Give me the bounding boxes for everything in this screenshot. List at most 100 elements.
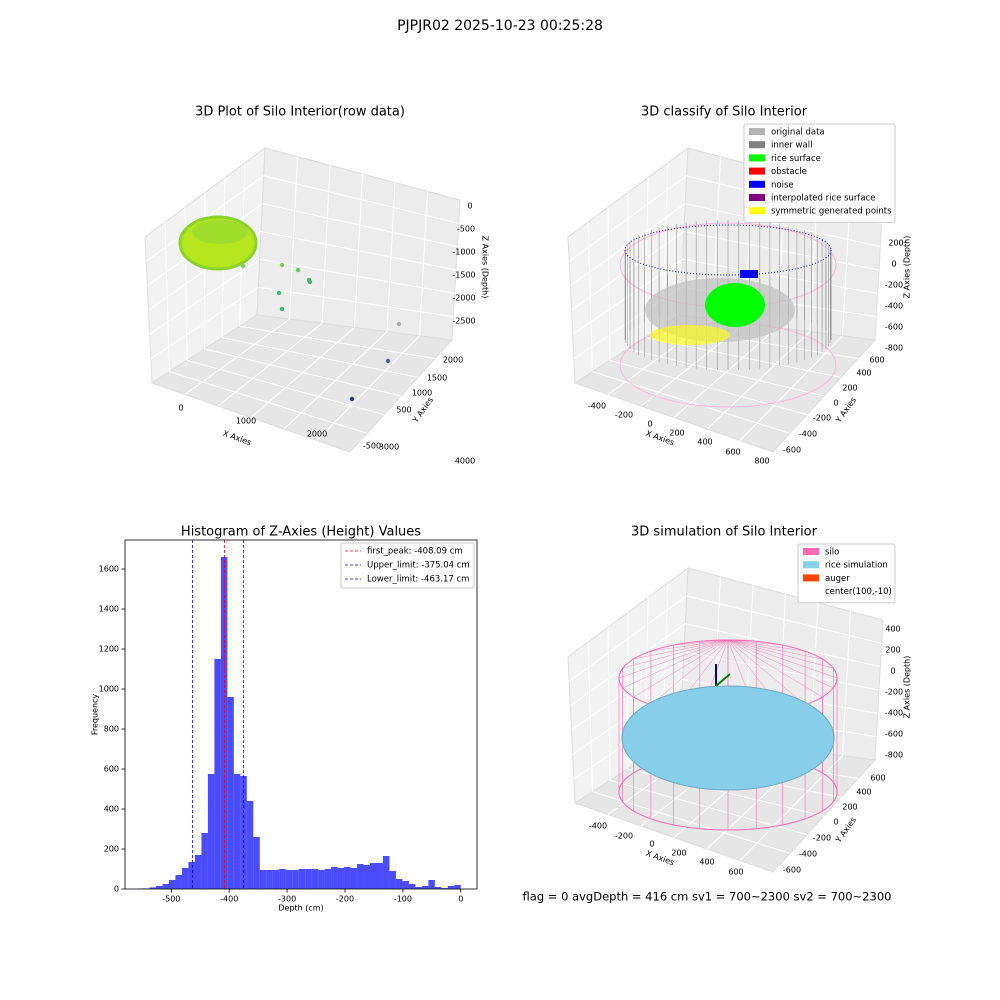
- histogram-bar: [194, 855, 202, 889]
- z-tick-label: -200: [885, 281, 903, 290]
- histogram-bar: [272, 870, 280, 889]
- y-tick-label: -600: [783, 446, 801, 455]
- histogram-bar: [376, 863, 383, 889]
- y-tick-label: 1000: [99, 685, 119, 694]
- silo: [650, 639, 729, 652]
- pane-grid: [419, 191, 428, 336]
- y-tick-label: 200: [842, 384, 857, 393]
- histogram-bar: [169, 880, 176, 889]
- histogram-bar: [259, 870, 267, 889]
- rice-simulation: [621, 685, 835, 791]
- z-tick-label: -2500: [452, 317, 475, 326]
- z-axis-label: Z Axies (Depth): [481, 236, 490, 299]
- y-tick-label: -400: [799, 430, 817, 439]
- y-tick-label: 2000: [443, 356, 463, 365]
- silo: [727, 639, 783, 646]
- silo: [673, 639, 729, 646]
- z-tick-label: -500: [457, 225, 475, 234]
- subplot-title: 3D Plot of Silo Interior(row data): [195, 105, 405, 120]
- point: [240, 263, 246, 269]
- z-tick-label: -1000: [452, 248, 475, 257]
- plot-frame: [124, 539, 478, 890]
- y-tick-label: 1000: [412, 389, 432, 398]
- x-tick-label: -200: [615, 411, 633, 420]
- legend-swatch: [749, 154, 765, 162]
- z-tick-label: 0: [891, 260, 896, 269]
- legend-label: rice simulation: [825, 561, 888, 571]
- y-tick-label: 1200: [99, 645, 119, 654]
- y-tick-label: -200: [813, 414, 831, 423]
- histogram-bar: [402, 881, 409, 889]
- legend-swatch: [803, 574, 819, 582]
- y-tick-label: -600: [783, 866, 801, 875]
- histogram-bar: [162, 884, 169, 889]
- histogram-bar: [246, 801, 254, 889]
- histogram-bar: [266, 870, 273, 889]
- silo: [727, 639, 757, 642]
- x-tick-label: -400: [589, 822, 607, 831]
- silo: [727, 639, 823, 660]
- y-tick-label: 600: [869, 356, 884, 365]
- histogram-bar: [415, 887, 422, 889]
- point: [295, 267, 301, 273]
- y-tick-label: 800: [104, 725, 119, 734]
- y-tick-label: 1500: [427, 374, 447, 383]
- x-tick-label: -200: [336, 895, 354, 904]
- silo: [727, 639, 834, 669]
- silo: [727, 639, 806, 706]
- point: [385, 358, 391, 364]
- z-tick-label: -600: [885, 323, 903, 332]
- histogram-bar: [434, 887, 442, 889]
- x-tick-label: 200: [669, 429, 684, 438]
- histogram-bar: [421, 886, 429, 889]
- histogram-bar: [207, 774, 215, 889]
- z-tick-label: -1500: [452, 271, 475, 280]
- histogram-bar: [311, 869, 319, 889]
- histogram-bar: [292, 870, 299, 889]
- point: [276, 290, 282, 296]
- histogram-bar: [382, 856, 390, 889]
- point: [279, 306, 285, 312]
- legend-label: noise: [771, 180, 794, 190]
- legend-swatch: [749, 207, 765, 215]
- histogram-bar: [156, 886, 163, 889]
- x-tick-label: -400: [588, 402, 606, 411]
- noise: [740, 270, 758, 278]
- status-footer: flag = 0 avgDepth = 416 cm sv1 = 700~230…: [523, 890, 892, 904]
- z-tick-label: 400: [885, 625, 900, 634]
- point: [279, 262, 285, 268]
- silo: [622, 639, 729, 669]
- histogram-bar: [454, 885, 461, 889]
- histogram-bar: [357, 864, 364, 889]
- silo: [699, 639, 729, 642]
- legend-label: silo: [825, 548, 839, 558]
- surface: [705, 283, 765, 327]
- histogram-bar: [318, 870, 325, 889]
- legend-label: inner wall: [771, 141, 812, 151]
- x-tick-label: 600: [725, 448, 740, 457]
- legend-box: [743, 123, 896, 223]
- z-axis-label: Z Axies (Depth): [903, 656, 912, 719]
- z-tick-label: -400: [885, 302, 903, 311]
- y-tick-label: 200: [842, 803, 857, 812]
- silo: [622, 639, 729, 689]
- y-tick-label: 1400: [99, 605, 119, 614]
- x-tick-label: -200: [615, 832, 633, 841]
- legend-box: [797, 543, 896, 604]
- z-tick-label: -600: [885, 730, 903, 739]
- legend-swatch: [749, 128, 765, 135]
- y-tick-label: 0: [833, 818, 838, 827]
- x-tick-label: 3000: [379, 443, 399, 452]
- histogram-bar: [447, 886, 455, 889]
- histogram-bar: [363, 865, 371, 889]
- histogram-bar: [181, 868, 189, 889]
- x-tick-label: 600: [728, 868, 743, 877]
- legend-swatch: [803, 587, 819, 595]
- legend-label: obstacle: [771, 167, 807, 177]
- y-axis-label: Y Axies: [410, 396, 435, 426]
- y-tick-label: -400: [799, 850, 817, 859]
- histogram-bar: [279, 869, 286, 889]
- x-tick-label: -300: [278, 895, 296, 904]
- x-tick-label: -100: [394, 895, 412, 904]
- legend-swatch: [803, 548, 819, 555]
